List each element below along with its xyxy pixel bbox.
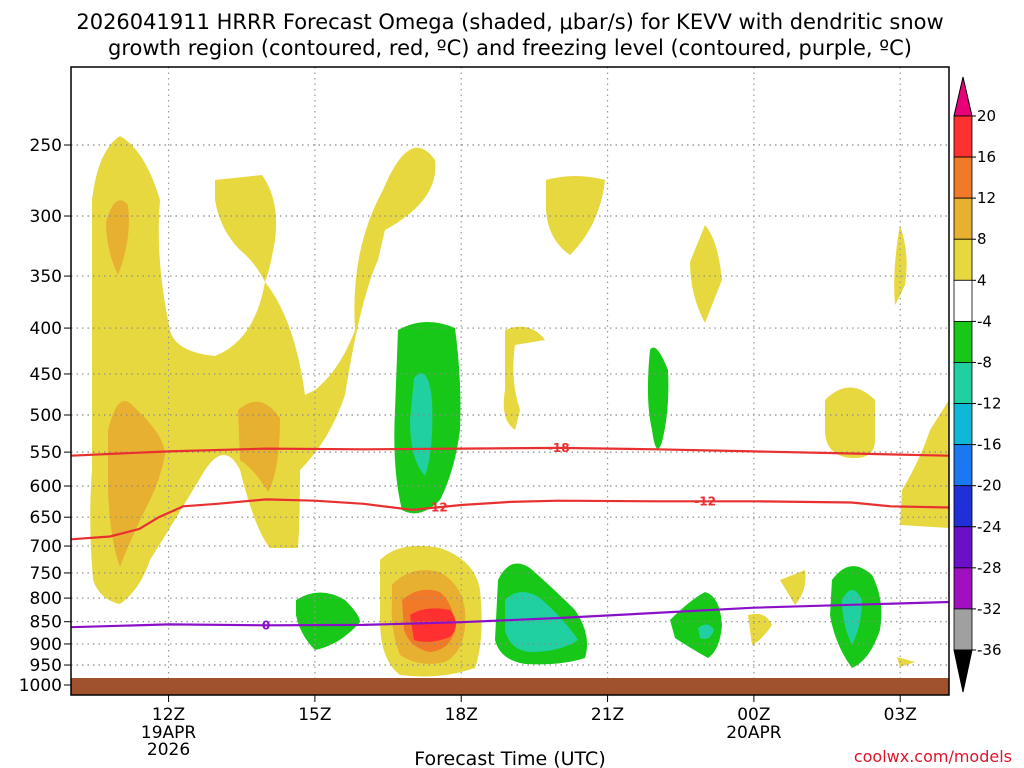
x-tick-label: 21Z bbox=[591, 705, 624, 725]
colorbar-tick-label: -16 bbox=[977, 436, 1002, 454]
x-tick-label: 15Z bbox=[298, 705, 331, 725]
colorbar-segment bbox=[953, 403, 973, 446]
colorbar-segment bbox=[953, 156, 973, 199]
colorbar-tick-label: -32 bbox=[977, 600, 1002, 618]
chart-title-line1: 2026041911 HRRR Forecast Omega (shaded, … bbox=[76, 10, 943, 34]
y-tick-label: 800 bbox=[30, 589, 62, 609]
y-tick-label: 850 bbox=[30, 613, 62, 633]
y-tick-label: 300 bbox=[30, 207, 62, 227]
colorbar-tick-label: 20 bbox=[977, 107, 996, 125]
colorbar-segment bbox=[953, 320, 973, 363]
y-tick-label: 750 bbox=[30, 564, 62, 584]
colorbar-segment bbox=[953, 485, 973, 528]
plot-frame bbox=[70, 66, 950, 696]
horizontal-gridlines bbox=[71, 144, 949, 666]
x-tick-label: 03Z bbox=[884, 705, 917, 725]
colorbar-segment bbox=[953, 526, 973, 569]
colorbar-segment bbox=[953, 279, 973, 322]
colorbar-bottom-arrow bbox=[953, 649, 973, 693]
omega-region-teal-18z bbox=[410, 373, 433, 476]
colorbar-segment bbox=[953, 567, 973, 610]
omega-region-red-low bbox=[410, 608, 456, 642]
colorbar-segment bbox=[953, 115, 973, 158]
contour-label: -12 bbox=[426, 500, 448, 514]
x-tick-label: 18Z bbox=[445, 705, 478, 725]
omega-region-yellow-upper-b bbox=[546, 176, 605, 255]
y-tick-label: 400 bbox=[30, 319, 62, 339]
colorbar-segment bbox=[953, 608, 973, 651]
omega-region-yellow-right-edge bbox=[900, 400, 949, 528]
colorbar-segment bbox=[953, 238, 973, 281]
plot-area: -18 -12 -12 0 bbox=[70, 66, 950, 696]
dendritic-contour-line bbox=[70, 446, 950, 457]
y-tick-label: 950 bbox=[30, 656, 62, 676]
y-tick-label: 500 bbox=[30, 406, 62, 426]
omega-region-green-23z-mid bbox=[647, 347, 669, 449]
colorbar-tick-label: 12 bbox=[977, 189, 996, 207]
contour-label: -18 bbox=[548, 441, 570, 455]
contour-label: -12 bbox=[694, 494, 716, 508]
x-axis-label: Forecast Time (UTC) bbox=[414, 748, 605, 768]
contour-lines: -18 -12 -12 0 bbox=[70, 441, 950, 632]
omega-region-yellow-upper-a bbox=[503, 326, 545, 430]
colorbar-tick-label: 4 bbox=[977, 271, 987, 289]
y-tick-label: 1000 bbox=[19, 676, 62, 696]
colorbar-segment bbox=[953, 362, 973, 404]
colorbar-tick-label: -36 bbox=[977, 641, 1002, 659]
y-axis-ticks: 2503003504004505005506006507007508008509… bbox=[19, 136, 71, 696]
contour-label: 0 bbox=[262, 618, 270, 632]
omega-region-orange-upper-left bbox=[106, 200, 129, 275]
y-tick-label: 350 bbox=[30, 267, 62, 287]
y-tick-label: 700 bbox=[30, 537, 62, 557]
x-tick-label: 00Z bbox=[737, 705, 770, 725]
y-tick-label: 250 bbox=[30, 136, 62, 156]
colorbar-tick-label: 8 bbox=[977, 230, 987, 248]
omega-region-teal-21z bbox=[505, 591, 578, 652]
colorbar-segment bbox=[953, 197, 973, 240]
omega-region-green-00z bbox=[670, 592, 722, 658]
credit-label: coolwx.com/models bbox=[854, 747, 1012, 766]
dendritic-contour-line bbox=[70, 498, 950, 541]
omega-shading bbox=[90, 136, 949, 677]
colorbar-tick-label: -8 bbox=[977, 353, 992, 371]
colorbar-top-arrow bbox=[953, 76, 973, 117]
omega-region-teal-00z bbox=[698, 624, 714, 639]
omega-region-orange-mid-center bbox=[238, 401, 280, 492]
x-tick-year-label: 2026 bbox=[147, 740, 190, 760]
freezing-level-line bbox=[70, 600, 950, 629]
y-tick-label: 650 bbox=[30, 508, 62, 528]
omega-region-yellow-right-mid bbox=[825, 387, 875, 459]
omega-region-yellow-top-mid bbox=[215, 175, 277, 282]
colorbar-tick-label: -24 bbox=[977, 518, 1002, 536]
x-tick-label: 12Z bbox=[152, 705, 185, 725]
y-tick-label: 550 bbox=[30, 443, 62, 463]
y-tick-label: 900 bbox=[30, 635, 62, 655]
colorbar-tick-label: -12 bbox=[977, 395, 1002, 413]
colorbar-tick-label: -28 bbox=[977, 559, 1002, 577]
colorbar: 20 16 12 8 4 -4 -8 -12 -16 -20 -24 -28 -32 -36 bbox=[953, 76, 1002, 693]
ground-strip bbox=[71, 678, 949, 695]
chart-title-line2: growth region (contoured, red, ºC) and f… bbox=[108, 36, 912, 60]
colorbar-tick-label: -20 bbox=[977, 477, 1002, 495]
colorbar-tick-label: -4 bbox=[977, 312, 992, 330]
colorbar-tick-label: 16 bbox=[977, 148, 996, 166]
omega-region-orange-mid-left bbox=[108, 400, 165, 567]
y-tick-label: 450 bbox=[30, 365, 62, 385]
omega-region-yellow-left bbox=[90, 136, 436, 604]
omega-region-green-16z bbox=[296, 592, 360, 650]
omega-region-yellow-upper-c bbox=[690, 225, 722, 323]
x-tick-date-label: 19APR bbox=[141, 723, 197, 743]
omega-region-yellow-low-small1 bbox=[780, 570, 806, 605]
colorbar-segment bbox=[953, 444, 973, 487]
y-tick-label: 600 bbox=[30, 477, 62, 497]
x-tick-date-label: 20APR bbox=[726, 723, 782, 743]
